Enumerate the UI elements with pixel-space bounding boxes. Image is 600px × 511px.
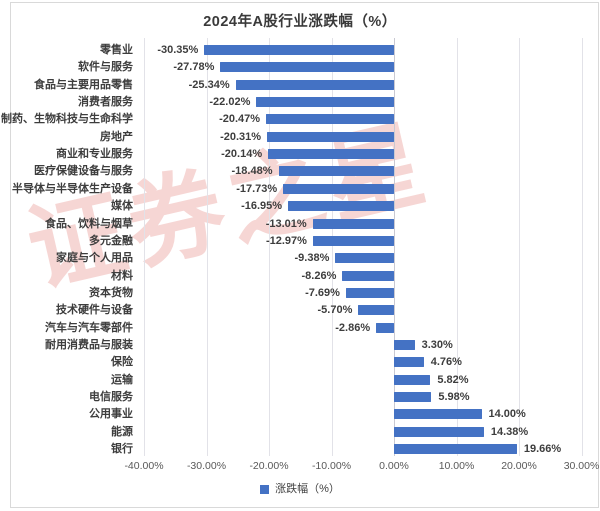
gridline: [581, 38, 583, 456]
bar: [204, 45, 394, 55]
category-label: 制药、生物科技与生命科学: [1, 113, 133, 126]
bar: [345, 287, 394, 298]
value-label: -8.26%: [301, 269, 337, 282]
bar: [394, 374, 431, 385]
x-tick-label: -20.00%: [249, 460, 289, 472]
bar: [268, 149, 394, 160]
bar: [256, 97, 394, 108]
category-label: 软件与服务: [78, 61, 133, 74]
category-label: 材料: [111, 269, 133, 282]
value-label: -20.47%: [219, 113, 261, 126]
bar: [266, 114, 394, 125]
bar: [394, 339, 415, 350]
legend-swatch-icon: [260, 484, 270, 494]
gridline: [206, 38, 208, 456]
gridline: [456, 38, 458, 456]
value-label: 19.66%: [523, 443, 562, 456]
category-label: 食品、饮料与烟草: [45, 217, 133, 230]
x-tick-label: 20.00%: [501, 460, 537, 472]
category-label: 媒体: [111, 200, 133, 213]
value-label: -17.73%: [236, 182, 278, 195]
category-label: 医疗保健设备与服务: [34, 165, 133, 178]
gridline: [331, 38, 333, 456]
category-label: 耐用消费品与服装: [45, 338, 133, 351]
category-label: 消费者服务: [78, 96, 133, 109]
gridline: [519, 38, 520, 456]
bar: [376, 322, 394, 333]
category-label: 半导体与半导体生产设备: [12, 182, 133, 195]
bar: [394, 409, 482, 420]
category-label: 能源: [111, 425, 133, 438]
bar: [342, 270, 394, 281]
bar: [235, 79, 394, 90]
category-label: 多元金融: [89, 234, 133, 247]
bar: [283, 183, 394, 194]
category-label: 商业和专业服务: [56, 148, 133, 161]
x-tick-label: -40.00%: [124, 460, 164, 472]
zero-axis-line: [394, 38, 395, 456]
bar: [288, 201, 394, 212]
gridline: [269, 38, 270, 456]
category-label: 保险: [111, 356, 133, 369]
value-label: -22.02%: [209, 96, 251, 109]
category-label: 技术硬件与设备: [56, 304, 133, 317]
category-label: 运输: [111, 373, 133, 386]
x-tick-label: 30.00%: [563, 460, 600, 472]
legend-label: 涨跌幅（%）: [275, 483, 340, 495]
bar: [394, 444, 517, 455]
value-label: -2.86%: [335, 321, 371, 334]
x-tick-label: 0.00%: [379, 460, 409, 472]
bar: [267, 131, 394, 142]
value-label: -18.48%: [231, 165, 273, 178]
value-label: -20.31%: [220, 130, 262, 143]
category-label: 汽车与汽车零部件: [45, 321, 133, 334]
value-label: 5.98%: [438, 391, 470, 403]
bar: [394, 357, 424, 368]
value-label: 4.76%: [430, 356, 462, 369]
chart-title: 2024年A股行业涨跌幅（%）: [203, 14, 397, 30]
value-label: -13.01%: [265, 217, 307, 230]
value-label: 14.38%: [490, 425, 529, 438]
value-label: -27.78%: [173, 61, 215, 74]
bar: [312, 218, 394, 229]
category-label: 房地产: [100, 130, 133, 143]
bar: [220, 62, 394, 73]
category-label: 资本货物: [89, 286, 133, 299]
bar: [278, 166, 394, 177]
value-label: 3.30%: [421, 338, 453, 351]
value-label: 14.00%: [488, 408, 526, 421]
bar: [394, 392, 432, 402]
value-label: -5.70%: [317, 304, 353, 317]
gridline: [144, 38, 145, 456]
category-label: 银行: [111, 443, 133, 456]
x-tick-label: 10.00%: [438, 460, 475, 472]
bar: [312, 235, 394, 246]
value-label: 5.82%: [437, 373, 469, 386]
bar: [335, 253, 394, 264]
value-label: -16.95%: [241, 200, 283, 213]
value-label: -20.14%: [221, 148, 263, 161]
bar: [394, 426, 484, 437]
value-label: -25.34%: [188, 78, 230, 91]
x-tick-label: -10.00%: [311, 460, 352, 472]
value-label: -7.69%: [305, 286, 340, 299]
category-label: 食品与主要用品零售: [34, 78, 133, 91]
x-tick-label: -30.00%: [186, 460, 227, 472]
category-label: 家庭与个人用品: [56, 252, 133, 265]
value-label: -30.35%: [157, 44, 199, 56]
value-label: -9.38%: [294, 252, 330, 265]
category-label: 电信服务: [89, 391, 133, 403]
value-label: -12.97%: [265, 234, 307, 247]
legend: 涨跌幅（%）: [0, 483, 600, 495]
category-label: 公用事业: [89, 408, 133, 421]
bar: [358, 305, 394, 316]
category-label: 零售业: [100, 44, 133, 56]
